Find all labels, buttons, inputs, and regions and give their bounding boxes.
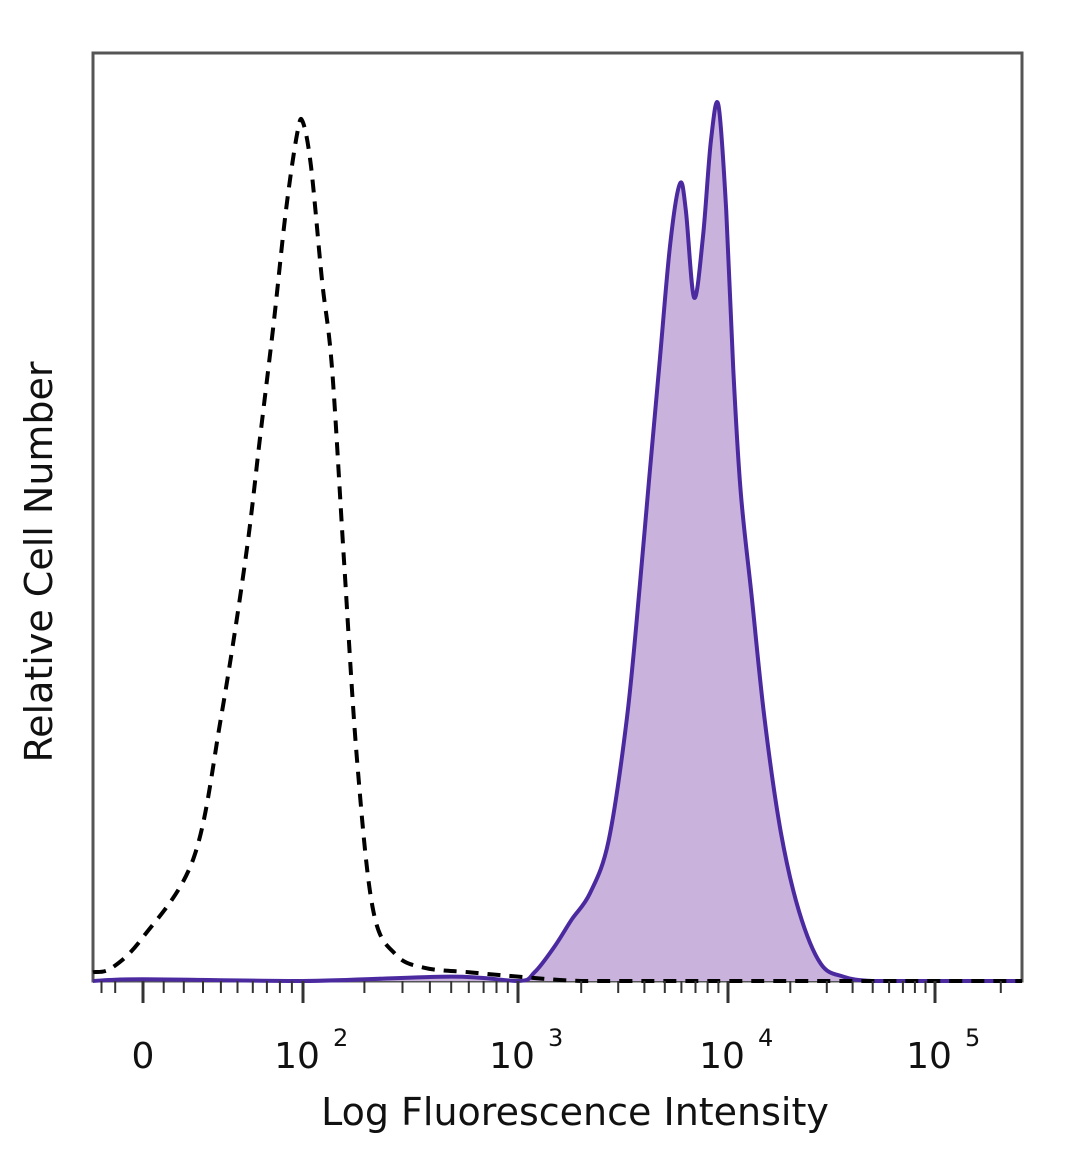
series-layer: [92, 100, 1022, 984]
x-tick-label-exponent: 3: [548, 1024, 563, 1052]
y-axis-label: Relative Cell Number: [17, 361, 61, 762]
x-axis: 0 10 2 10 3 10 4 10 5: [100, 981, 1002, 1077]
x-tick-label-exponent: 4: [758, 1024, 773, 1052]
x-tick-label: 0: [132, 1036, 155, 1077]
series-2-line: [92, 100, 1022, 984]
x-tick-label: 10: [699, 1036, 745, 1077]
series-2-area: [93, 101, 1022, 982]
x-tick-label-exponent: 5: [965, 1024, 980, 1052]
x-axis-label: Log Fluorescence Intensity: [321, 1090, 829, 1134]
x-tick-label-exponent: 2: [333, 1024, 348, 1052]
x-tick-label: 10: [274, 1036, 320, 1077]
series-1-dashed-line: [92, 116, 1022, 984]
x-tick-label: 10: [906, 1036, 952, 1077]
x-tick-label: 10: [489, 1036, 535, 1077]
plot-frame: [91, 51, 1024, 983]
